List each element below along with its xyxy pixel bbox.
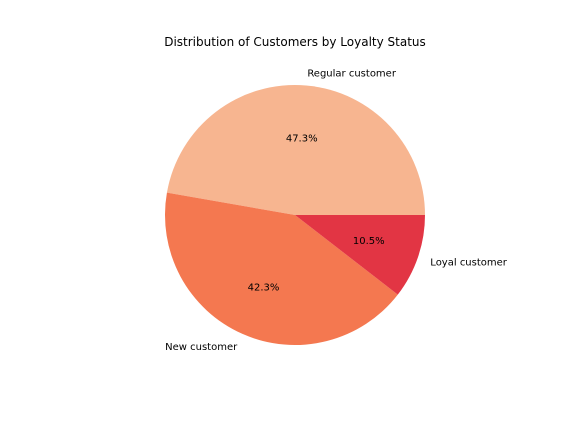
chart-title: Distribution of Customers by Loyalty Sta… — [164, 35, 426, 49]
category-label: New customer — [165, 342, 238, 353]
pie-slice-new-customer — [165, 192, 398, 346]
percent-label: 10.5% — [353, 236, 385, 247]
pie-slice-loyal-customer — [295, 215, 425, 295]
pie-slice-regular-customer — [166, 84, 426, 215]
pie-slices — [165, 84, 426, 346]
category-label: Loyal customer — [430, 257, 507, 268]
pie-labels: 47.3% Regular customer 42.3% New customer 10… — [165, 69, 508, 353]
category-label: Regular customer — [307, 69, 397, 80]
percent-label: 42.3% — [248, 282, 280, 293]
percent-label: 47.3% — [286, 133, 318, 144]
